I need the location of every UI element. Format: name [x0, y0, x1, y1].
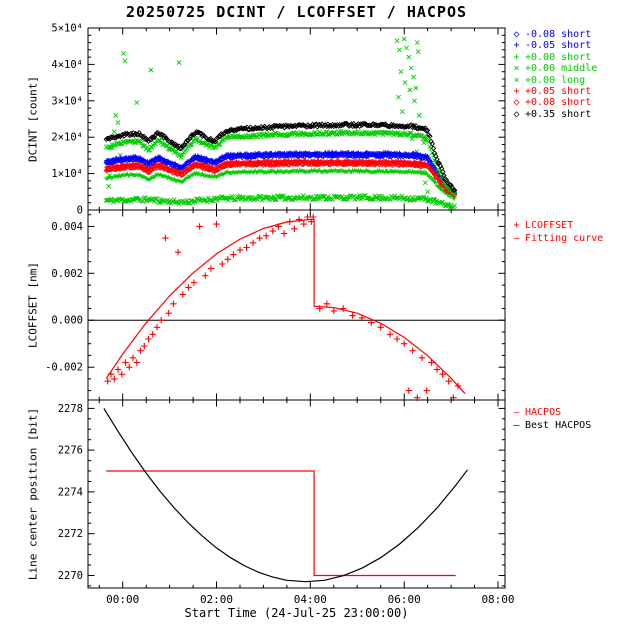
- hacpos-ticks: [88, 400, 505, 588]
- xlabel: Start Time (24-Jul-25 23:00:00): [184, 606, 409, 620]
- dcint-ytick-label: 3×10⁴: [51, 95, 83, 107]
- dcint-ytick-label: 5×10⁴: [51, 23, 83, 35]
- legend-label: +0.05 short: [525, 86, 592, 98]
- dcint-ytick-label: 4×10⁴: [51, 59, 83, 71]
- xtick-label: 04:00: [294, 593, 327, 606]
- line-marker-icon: —: [513, 233, 520, 244]
- legend-dcint: ◇ -0.08 short + -0.05 short + +0.00 short × +0.…: [511, 29, 597, 120]
- legend-hacpos: — HACPOS — Best HACPOS: [511, 406, 591, 432]
- legend-entry-fitting-curve: — Fitting curve: [511, 232, 603, 245]
- line-best-hacpos: [103, 408, 468, 583]
- diamond-marker-icon: ◇: [513, 108, 520, 120]
- plus-marker-icon: +: [513, 86, 520, 98]
- xtick-label: 08:00: [481, 593, 514, 606]
- hacpos-ytick-label: 2274: [58, 486, 83, 498]
- legend-label: LCOFFSET: [525, 220, 574, 231]
- series-0-00-short: [104, 168, 457, 201]
- cross-marker-icon: ×: [513, 63, 520, 75]
- lcoffset-ytick-label: 0.002: [51, 268, 83, 280]
- legend-entry-0-00-long: × +0.00 long: [511, 75, 597, 86]
- series-0-08-short: [103, 160, 458, 198]
- legend-entry-0-00-middle: × +0.00 middle: [511, 63, 597, 74]
- legend-label: +0.00 middle: [525, 63, 598, 75]
- lcoffset-ytick-label: -0.002: [45, 362, 83, 374]
- series-0-00-middle: [103, 128, 458, 197]
- legend-entry-lcoffset: + LCOFFSET: [511, 219, 603, 232]
- line-marker-icon: —: [513, 407, 520, 418]
- legend-label: +0.08 short: [525, 97, 592, 109]
- dcint-ytick-label: 1×10⁴: [51, 168, 83, 180]
- series-0-05-short: [104, 158, 457, 197]
- legend-entry-0-08-short: ◇ -0.08 short: [511, 29, 597, 40]
- lcoffset-ytick-label: 0.004: [51, 221, 83, 233]
- dcint-ytick-label: 0: [77, 205, 83, 217]
- xtick-label: 00:00: [106, 593, 139, 606]
- hacpos-ytick-label: 2270: [58, 570, 83, 582]
- legend-label: +0.00 short: [525, 51, 592, 63]
- xtick-label: 02:00: [200, 593, 233, 606]
- legend-label: -0.08 short: [525, 29, 592, 40]
- legend-label: +0.35 short: [525, 108, 592, 120]
- series-0-35-short: [103, 120, 458, 193]
- legend-entry-best-hacpos: — Best HACPOS: [511, 419, 591, 432]
- legend-label: Best HACPOS: [525, 420, 592, 431]
- legend-lcoffset: + LCOFFSET — Fitting curve: [511, 219, 603, 245]
- chart-title: 20250725 DCINT / LCOFFSET / HACPOS: [125, 3, 468, 21]
- lcoffset-ytick-label: 0.000: [51, 315, 83, 327]
- legend-entry-0-35-short: ◇ +0.35 short: [511, 109, 597, 120]
- panel-hacpos-box: [87, 399, 506, 589]
- legend-label: -0.05 short: [525, 40, 592, 52]
- cross-marker-icon: ×: [513, 74, 520, 86]
- hacpos-ytick-label: 2272: [58, 528, 83, 540]
- hacpos-ytick-label: 2276: [58, 445, 83, 457]
- ylabel-dcint: DCINT [count]: [26, 75, 40, 163]
- series-lcoffset: [104, 213, 462, 401]
- legend-entry-0-00-short: + +0.00 short: [511, 52, 597, 63]
- legend-entry-hacpos: — HACPOS: [511, 406, 591, 419]
- line-fitting-curve: [105, 218, 466, 395]
- ylabel-lcoffset: LCOFFSET [nm]: [26, 261, 40, 349]
- line-marker-icon: —: [513, 420, 520, 431]
- plus-marker-icon: +: [513, 220, 520, 231]
- legend-entry-0-08-short: ◇ +0.08 short: [511, 97, 597, 108]
- legend-label: +0.00 long: [525, 74, 586, 86]
- legend-label: HACPOS: [525, 407, 562, 418]
- hacpos-ytick-label: 2278: [58, 403, 83, 415]
- legend-entry-0-05-short: + +0.05 short: [511, 86, 597, 97]
- legend-entry-0-05-short: + -0.05 short: [511, 40, 597, 51]
- xtick-label: 06:00: [388, 593, 421, 606]
- line-hacpos: [106, 470, 456, 577]
- plus-marker-icon: +: [513, 51, 520, 63]
- series-0-05-short: [104, 150, 457, 195]
- diamond-marker-icon: ◇: [513, 29, 520, 40]
- ylabel-line-center-position: Line center position [bit]: [26, 407, 40, 581]
- dcint-ytick-label: 2×10⁴: [51, 132, 83, 144]
- legend-label: Fitting curve: [525, 233, 604, 244]
- diamond-marker-icon: ◇: [513, 97, 520, 109]
- plus-marker-icon: +: [513, 40, 520, 52]
